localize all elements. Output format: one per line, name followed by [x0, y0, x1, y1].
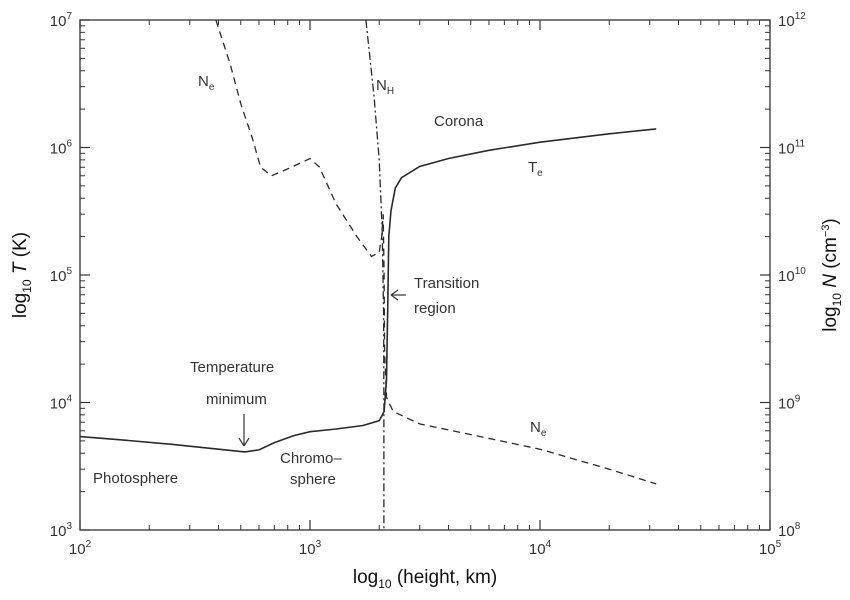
label-transition: Transition	[414, 275, 479, 292]
y-left-tick-label: 107	[50, 11, 73, 30]
y-left-tick-label: 106	[50, 139, 73, 158]
series-line-te	[79, 128, 657, 453]
tmin-arrow-head	[238, 437, 250, 447]
label-corona: Corona	[434, 113, 484, 130]
y-right-tick-label: 1010	[778, 266, 806, 285]
annotations: Ne NH Corona Te Transition region Temperature m…	[93, 73, 547, 488]
series-line-nh	[365, 19, 385, 530]
label-minimum: minimum	[206, 391, 267, 408]
y-right-tick-label: 108	[778, 521, 801, 540]
label-ne-upper: Ne	[198, 73, 215, 93]
y-right-tick-label: 1011	[778, 139, 806, 158]
label-nh: NH	[376, 77, 394, 97]
label-sphere: sphere	[290, 471, 336, 488]
y-left-tick-label: 103	[50, 521, 73, 540]
label-photosphere: Photosphere	[93, 470, 178, 487]
y-right-axis-label: log10 N (cm−3)	[820, 218, 844, 332]
y-left-tick-label: 104	[50, 394, 73, 413]
x-tick-label: 102	[69, 539, 92, 558]
transition-arrow-head	[390, 289, 399, 301]
x-tick-label: 104	[529, 539, 552, 558]
label-temperature: Temperature	[190, 359, 274, 376]
series-lines	[79, 19, 657, 530]
label-te: Te	[528, 159, 543, 179]
x-axis-label: log10 (height, km)	[353, 567, 497, 591]
y-right-tick-label: 109	[778, 394, 801, 413]
x-tick-label: 105	[759, 539, 782, 558]
x-tick-label: 103	[299, 539, 322, 558]
label-ne-lower: Ne	[530, 419, 547, 439]
annotation-arrows	[238, 289, 406, 447]
series-line-ne	[215, 19, 657, 485]
axis-ticks: 102 103 104 1051031041051061071081091010101…	[50, 11, 806, 558]
label-region: region	[414, 300, 456, 317]
y-left-tick-label: 105	[50, 266, 73, 285]
y-right-tick-label: 1012	[778, 11, 806, 30]
axis-labels: log10 (height, km) log10 T (K) log10 N (cm…	[10, 218, 844, 591]
y-left-axis-label: log10 T (K)	[10, 232, 34, 318]
label-chromo: Chromo–	[280, 450, 342, 467]
